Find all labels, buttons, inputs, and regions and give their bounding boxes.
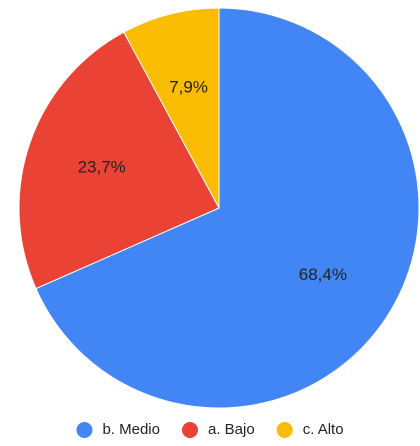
- legend-label-b-medio: b. Medio: [102, 421, 160, 438]
- pie-slice-labels: 68,4% 23,7% 7,9%: [78, 77, 347, 284]
- chart-legend: b. Medio a. Bajo c. Alto: [76, 421, 344, 438]
- legend-swatch-b-medio: [76, 422, 93, 438]
- pie-slice-b-medio: [35, 7, 420, 409]
- pie-slice-label-c-alto: 7,9%: [169, 77, 208, 96]
- pie-slices: [18, 7, 420, 409]
- legend-label-c-alto: c. Alto: [303, 421, 344, 438]
- pie-slice-label-b-medio: 68,4%: [299, 265, 347, 284]
- pie-slice-c-alto: [123, 7, 220, 209]
- legend-swatch-c-alto: [276, 422, 293, 438]
- pie-slice-label-a-bajo: 23,7%: [78, 157, 126, 176]
- legend-label-a-bajo: a. Bajo: [208, 421, 255, 438]
- legend-swatch-a-bajo: [181, 422, 198, 438]
- pie-slice-a-bajo: [18, 31, 220, 290]
